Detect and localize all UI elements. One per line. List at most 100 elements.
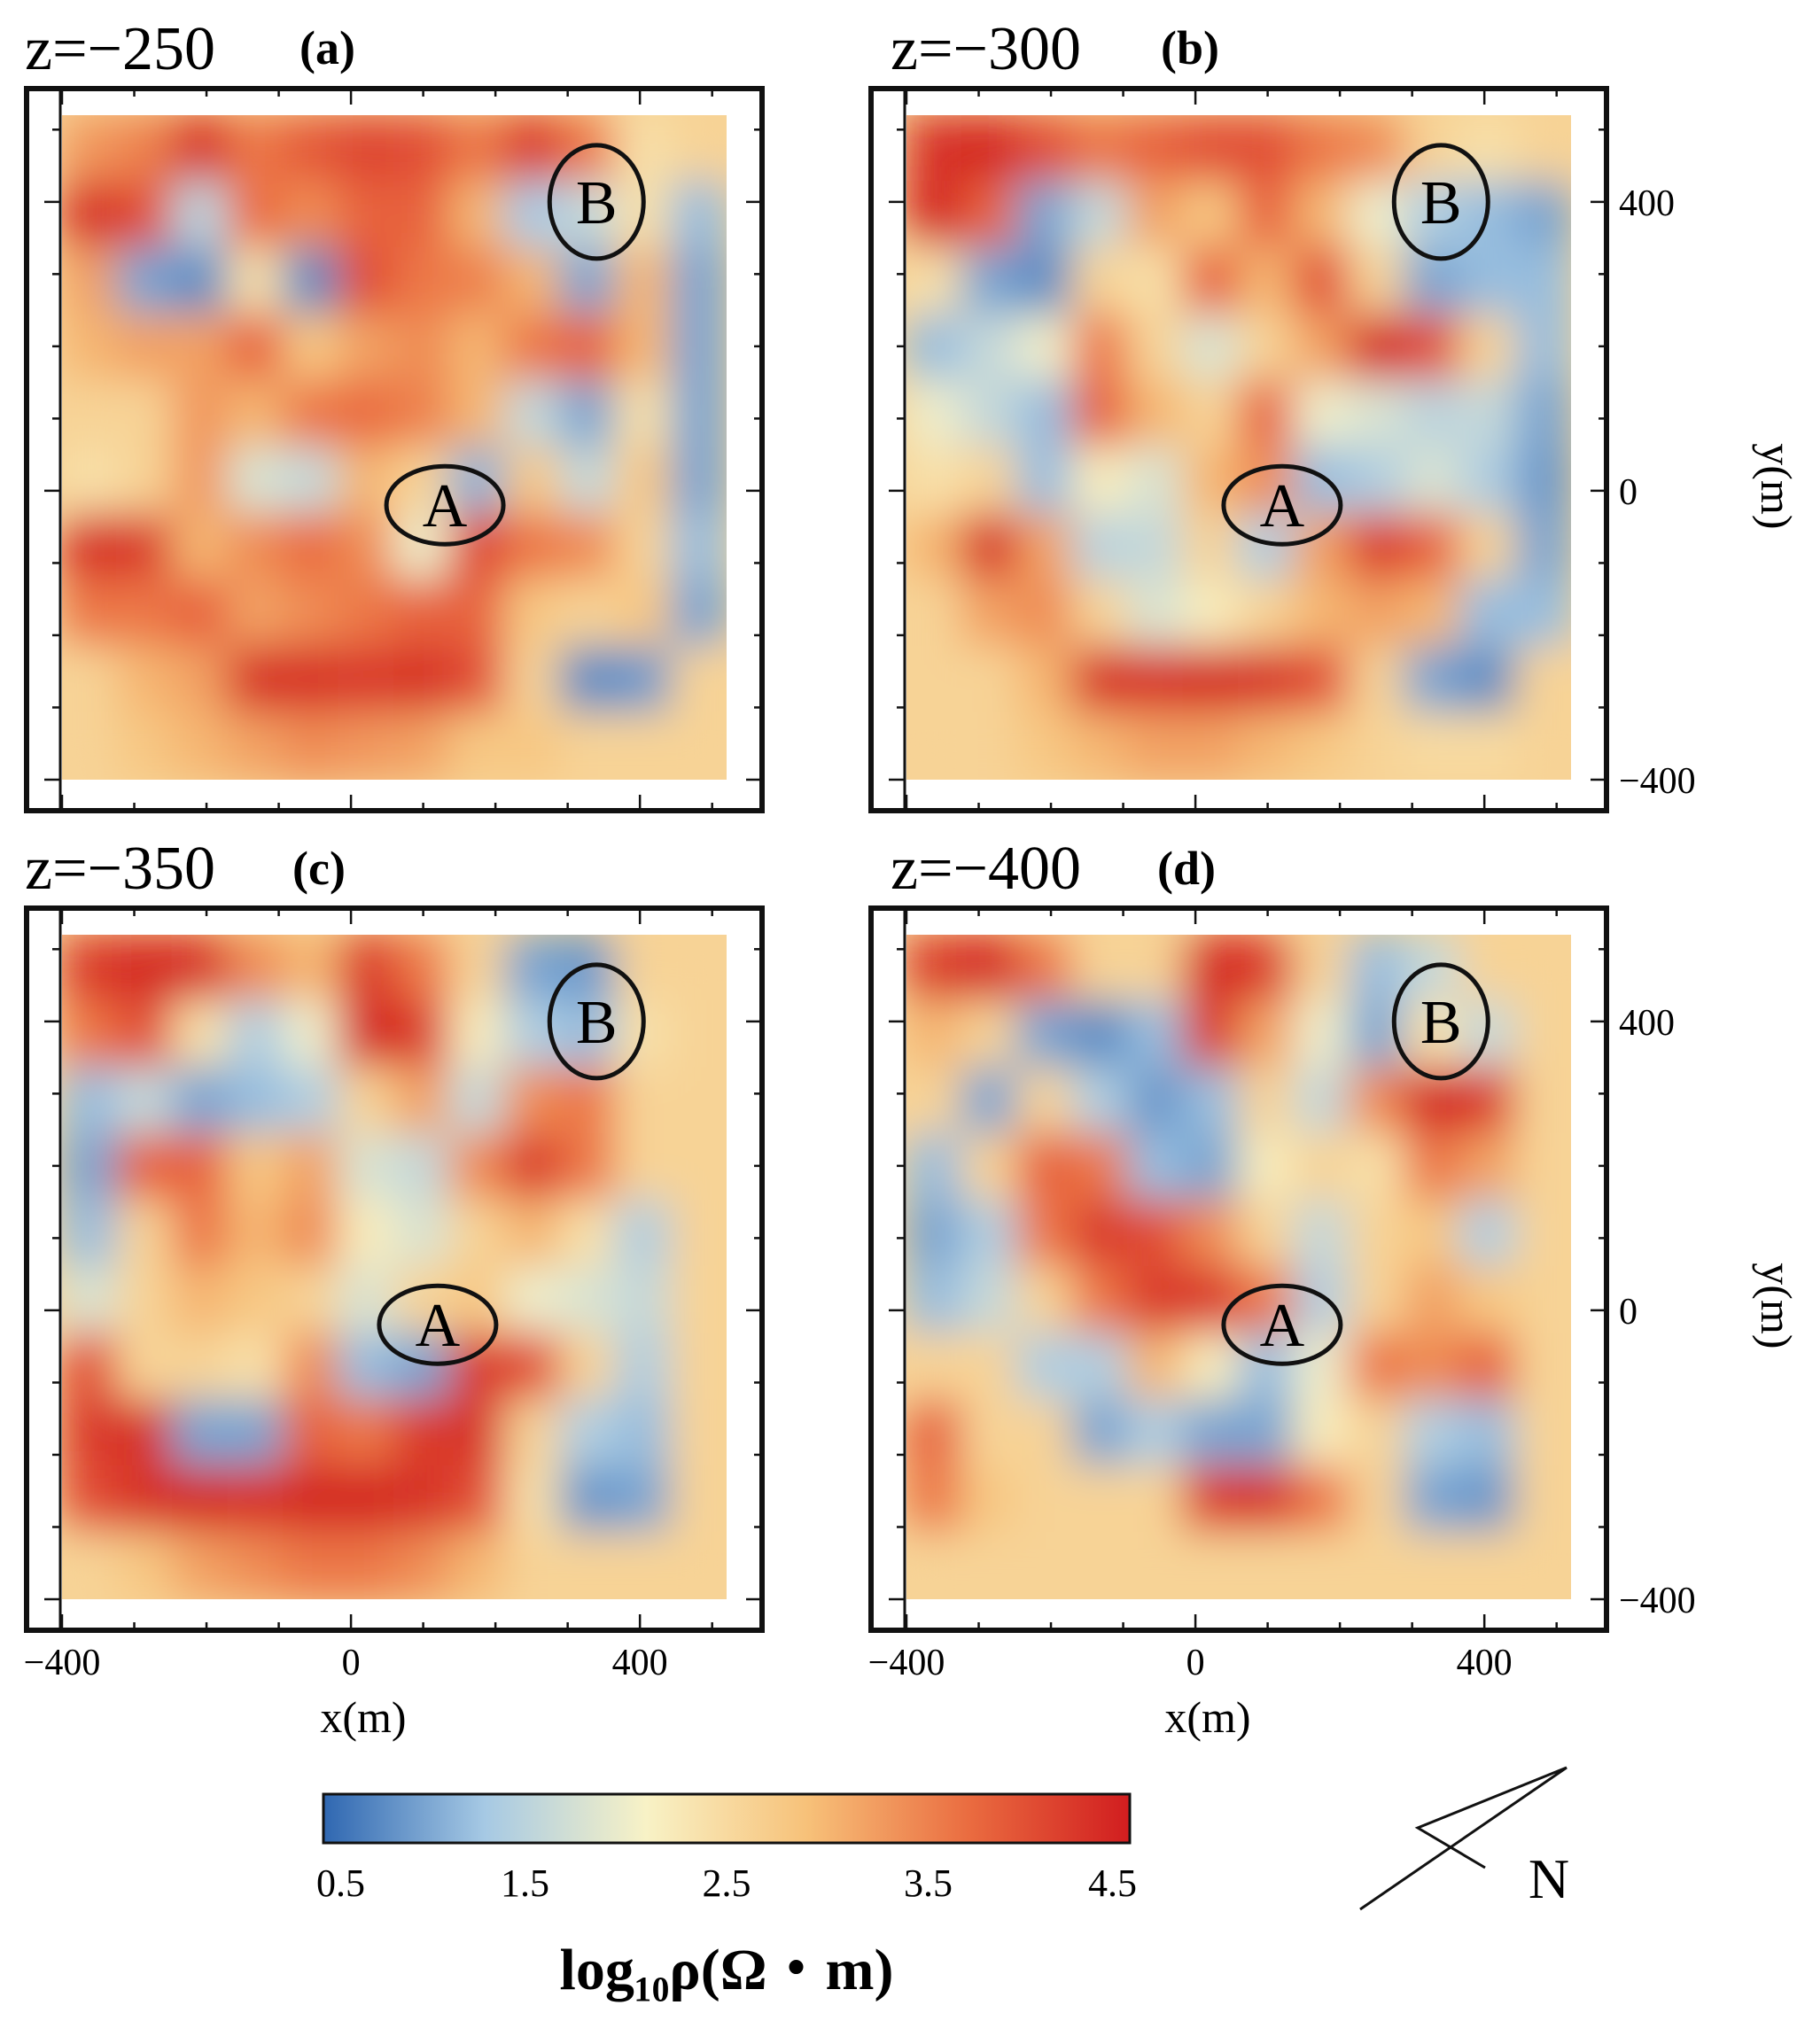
marker-ellipse (547, 143, 646, 261)
marker-label: B (576, 169, 618, 237)
x-tick-label: −400 (24, 1643, 101, 1683)
heatmap-cell (1238, 1000, 1295, 1069)
marker-ellipse (1391, 143, 1490, 261)
heatmap-cell (1514, 247, 1571, 315)
heatmap-cell (62, 935, 119, 1002)
colorbar-tick-label: 3.5 (904, 1861, 953, 1905)
heatmap-cell (1016, 380, 1074, 448)
heatmap-cell (1459, 447, 1517, 515)
heatmap-cell (1514, 447, 1571, 515)
heatmap-cell (1404, 513, 1461, 581)
heatmap-cell (1404, 935, 1461, 1002)
heatmap-cell (1016, 1399, 1074, 1467)
anomaly-marker-b: B (547, 962, 646, 1081)
heatmap-cell (1459, 646, 1517, 714)
heatmap-cell (62, 181, 119, 249)
heatmap-cell (62, 1266, 119, 1334)
heatmap-cell (504, 314, 562, 382)
heatmap-cell (1459, 1532, 1517, 1599)
heatmap-cell (906, 1465, 963, 1534)
colorbar-tick-label: 4.5 (1088, 1861, 1137, 1905)
heatmap-cell (1514, 1000, 1571, 1069)
heatmap-cell (172, 513, 229, 581)
panel-frame (868, 905, 1609, 1633)
heatmap-cell (1514, 1200, 1571, 1268)
heatmap-cell (62, 1200, 119, 1268)
heatmap-cell (559, 1333, 617, 1401)
heatmap-cell (1293, 247, 1350, 315)
heatmap-cell (1459, 1333, 1517, 1401)
heatmap-cell (504, 1200, 562, 1268)
heatmap-cell (338, 1465, 395, 1534)
heatmap-cell (338, 1067, 395, 1135)
heatmap-cell (906, 1266, 963, 1334)
heatmap-cell (615, 1465, 673, 1534)
marker-ellipse (547, 962, 646, 1081)
heatmap-cell (1071, 1200, 1129, 1268)
heatmap-cell (338, 314, 395, 382)
heatmap-cell (504, 579, 562, 648)
heatmap-cell (961, 314, 1018, 382)
heatmap-cell (393, 712, 451, 780)
heatmap-cell (1404, 579, 1461, 648)
heatmap-cell (504, 447, 562, 515)
heatmap-cell (1404, 314, 1461, 382)
heatmap-cell (62, 1067, 119, 1135)
anomaly-marker-a: A (1221, 1283, 1343, 1366)
heatmap-cell (393, 1333, 451, 1401)
anomaly-marker-b: B (1391, 962, 1490, 1081)
heatmap-cell (1182, 1067, 1240, 1135)
heatmap-cell (338, 380, 395, 448)
heatmap-cell (227, 1133, 284, 1201)
heatmap-cell (227, 1266, 284, 1334)
heatmap-cell (1071, 380, 1129, 448)
heatmap-cell (116, 579, 174, 648)
heatmap-cell (1182, 314, 1240, 382)
heatmap-cell (615, 1399, 673, 1467)
heatmap-cell (559, 314, 617, 382)
heatmap-cell (1127, 181, 1185, 249)
heatmap-cell (961, 380, 1018, 448)
heatmap-cell (393, 513, 451, 581)
heatmap-cell (1238, 314, 1295, 382)
heatmap-cell (448, 712, 506, 780)
heatmap-cell (1016, 1266, 1074, 1334)
heatmap-cell (448, 181, 506, 249)
heatmap-cell (1016, 181, 1074, 249)
heatmap-cell (62, 1333, 119, 1401)
heatmap-cell (227, 513, 284, 581)
heatmap-cell (961, 1133, 1018, 1201)
heatmap-cell (1404, 1200, 1461, 1268)
heatmap-cell (283, 1333, 340, 1401)
heatmap-cell (1182, 247, 1240, 315)
heatmap-cell (1459, 380, 1517, 448)
heatmap-cell (1182, 646, 1240, 714)
panel-d: z=−400 (d) −400 0 400 x(m) 400 0 −400 y(m) A B (868, 835, 1797, 1742)
heatmap-cell (906, 1532, 963, 1599)
heatmap-cell (448, 447, 506, 515)
heatmap-cell (1016, 1067, 1074, 1135)
heatmap-cell (227, 115, 284, 183)
heatmap-cell (1459, 579, 1517, 648)
heatmap-cell (1238, 935, 1295, 1002)
heatmap-cell (1238, 447, 1295, 515)
heatmap-cell (670, 935, 727, 1002)
heatmap-cell (961, 115, 1018, 183)
heatmap-cell (1016, 1333, 1074, 1401)
heatmap-cell (1349, 247, 1406, 315)
heatmap-cell (1127, 712, 1185, 780)
heatmap-cell (1514, 1532, 1571, 1599)
heatmap-cell (448, 1067, 506, 1135)
heatmap-cell (1238, 513, 1295, 581)
heatmap-cell (1404, 380, 1461, 448)
heatmap-cell (393, 1000, 451, 1069)
heatmap-cell (961, 646, 1018, 714)
heatmap-cell (1071, 513, 1129, 581)
heatmap-cell (227, 1532, 284, 1599)
heatmap-cell (1514, 513, 1571, 581)
heatmap-cell (559, 1532, 617, 1599)
heatmap-cell (1349, 1465, 1406, 1534)
anomaly-marker-b: B (547, 143, 646, 261)
heatmap-cell (116, 1399, 174, 1467)
